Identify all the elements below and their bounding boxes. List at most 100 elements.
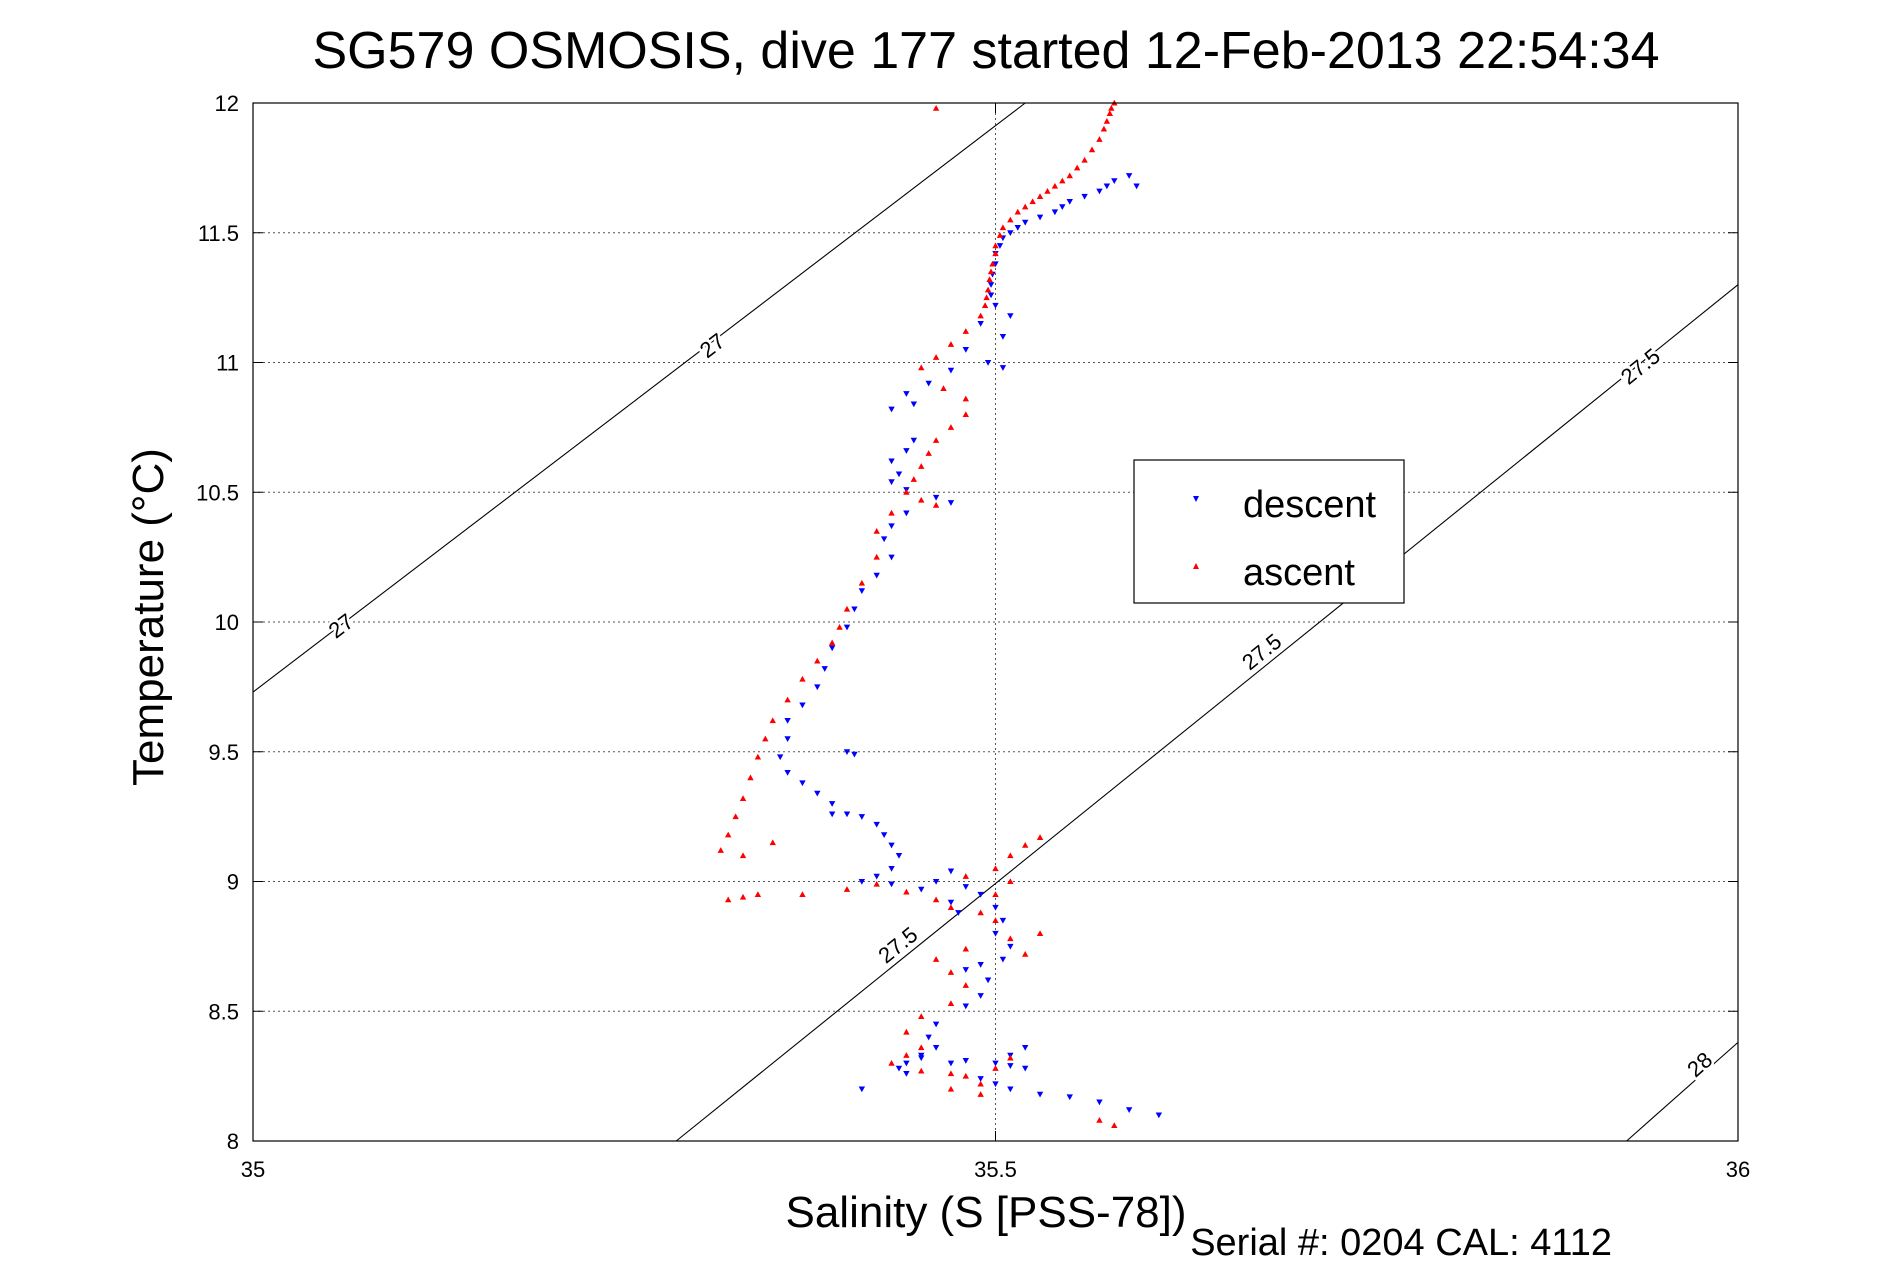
ascent-point bbox=[739, 893, 747, 900]
descent-point bbox=[925, 380, 932, 387]
ascent-point bbox=[1036, 930, 1044, 936]
descent-point bbox=[1096, 1099, 1103, 1106]
descent-point bbox=[918, 886, 925, 893]
descent-point bbox=[888, 865, 895, 872]
descent-point bbox=[987, 292, 995, 299]
x-tick-label: 36 bbox=[1726, 1157, 1750, 1182]
ascent-point bbox=[873, 527, 880, 534]
descent-point bbox=[977, 321, 984, 327]
descent-point bbox=[814, 790, 821, 797]
ascent-point bbox=[732, 813, 739, 820]
ascent-point bbox=[1007, 216, 1014, 223]
ascent-point bbox=[977, 1091, 984, 1097]
descent-point bbox=[888, 406, 895, 413]
descent-point bbox=[888, 842, 895, 849]
descent-point bbox=[910, 401, 918, 408]
descent-point bbox=[784, 718, 791, 724]
ascent-point bbox=[992, 917, 999, 923]
ascent-point bbox=[1029, 198, 1036, 205]
legend-descent-label: descent bbox=[1243, 484, 1377, 526]
descent-point bbox=[814, 684, 821, 691]
ascent-point bbox=[947, 1000, 955, 1007]
ascent-point bbox=[754, 891, 762, 898]
ascent-point bbox=[925, 450, 932, 456]
ascent-point bbox=[1100, 125, 1108, 132]
descent-point bbox=[987, 282, 995, 288]
ascent-point bbox=[947, 1085, 955, 1092]
ascent-point bbox=[947, 904, 955, 911]
descent-point bbox=[996, 243, 1004, 249]
descent-point bbox=[962, 884, 969, 890]
descent-point bbox=[1059, 204, 1066, 210]
y-tick-label: 10.5 bbox=[196, 480, 239, 505]
descent-point bbox=[1051, 209, 1059, 216]
ascent-point bbox=[762, 735, 769, 742]
ascent-point bbox=[984, 286, 992, 293]
descent-point bbox=[984, 977, 992, 984]
ascent-point bbox=[977, 1080, 984, 1087]
ascent-point bbox=[836, 623, 843, 630]
descent-point bbox=[828, 801, 836, 807]
ascent-point bbox=[962, 945, 969, 952]
ascent-point bbox=[903, 1028, 910, 1035]
descent-point bbox=[999, 917, 1007, 924]
ascent-point bbox=[918, 496, 925, 503]
ascent-point bbox=[1059, 177, 1066, 184]
descent-point bbox=[999, 365, 1007, 371]
y-tick-label: 11.5 bbox=[198, 221, 239, 246]
descent-point bbox=[1036, 214, 1044, 221]
ascent-point bbox=[918, 463, 925, 469]
ascent-point bbox=[747, 774, 754, 781]
ascent-point bbox=[1073, 164, 1081, 171]
legend-box bbox=[1133, 459, 1405, 604]
ascent-point bbox=[739, 852, 747, 859]
ascent-point bbox=[903, 489, 910, 495]
ascent-point bbox=[918, 364, 925, 371]
legend-ascent-marker bbox=[1193, 563, 1199, 569]
isopycnal-line bbox=[252, 102, 1026, 693]
descent-point bbox=[1103, 183, 1111, 190]
ascent-point bbox=[940, 385, 947, 392]
descent-point bbox=[977, 891, 984, 898]
ascent-point bbox=[1096, 136, 1103, 142]
descent-point bbox=[947, 367, 955, 374]
ascent-point bbox=[947, 341, 955, 347]
y-tick-label: 11 bbox=[216, 351, 239, 376]
descent-point bbox=[888, 523, 895, 530]
descent-point bbox=[843, 811, 851, 818]
ascent-point bbox=[888, 509, 895, 516]
ascent-point bbox=[1007, 852, 1014, 859]
descent-point bbox=[1007, 1063, 1014, 1069]
descent-point bbox=[910, 437, 918, 444]
ascent-point bbox=[999, 224, 1007, 231]
descent-point bbox=[992, 1060, 999, 1067]
descent-point bbox=[1022, 1045, 1029, 1051]
descent-point bbox=[895, 852, 903, 859]
y-axis-label: Temperature (°C) bbox=[124, 448, 173, 786]
x-tick-label: 35 bbox=[241, 1157, 265, 1182]
descent-point bbox=[1125, 173, 1133, 179]
descent-point bbox=[1036, 1091, 1044, 1098]
legend-ascent-label: ascent bbox=[1243, 552, 1355, 594]
ascent-point bbox=[992, 1065, 999, 1071]
descent-point bbox=[843, 624, 851, 631]
descent-point bbox=[1096, 188, 1103, 195]
ascent-point bbox=[962, 411, 969, 417]
ascent-point bbox=[932, 354, 940, 360]
descent-point bbox=[873, 873, 880, 880]
grid bbox=[253, 103, 1738, 1141]
ascent-point bbox=[962, 1072, 969, 1079]
ascent-point bbox=[1081, 156, 1088, 163]
ascent-point bbox=[986, 276, 993, 283]
ascent-point bbox=[903, 1052, 910, 1058]
ascent-point bbox=[1096, 1117, 1103, 1123]
ascent-point bbox=[1007, 935, 1014, 942]
descent-point bbox=[880, 832, 888, 838]
descent-point bbox=[873, 821, 880, 828]
descent-point bbox=[932, 494, 940, 501]
y-tick-label: 8.5 bbox=[208, 999, 239, 1024]
ascent-point bbox=[918, 1013, 925, 1019]
descent-point bbox=[992, 1081, 999, 1088]
descent-point bbox=[851, 606, 858, 613]
ascent-point bbox=[977, 909, 984, 916]
